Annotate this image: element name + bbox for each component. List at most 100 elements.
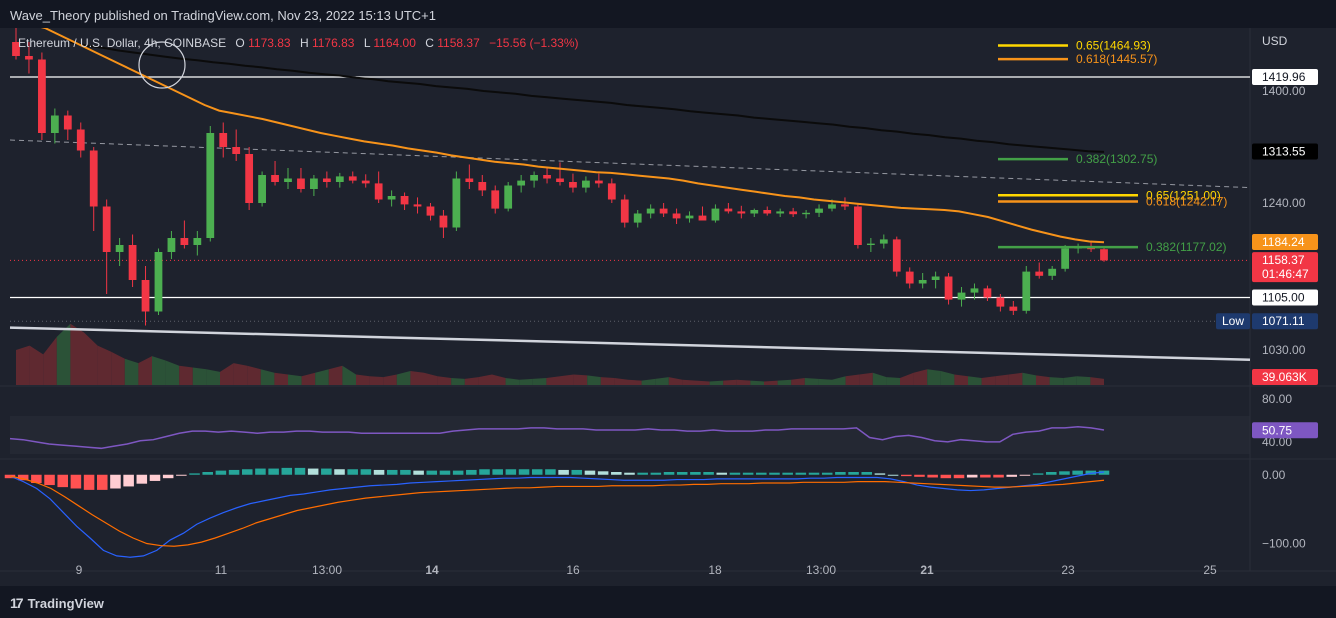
volume-area [954,374,968,385]
volume-area [655,377,669,385]
volume-area [1063,376,1077,385]
macd-histogram-bar [413,470,424,475]
candle [517,180,526,186]
volume-area [696,380,710,385]
legend-change: −15.56 (−1.33%) [489,36,578,50]
macd-histogram-bar [887,474,899,476]
macd-histogram-bar [756,472,767,475]
candle [931,276,940,280]
x-tick-label: 13:00 [312,563,342,577]
volume-area [913,369,928,385]
candle [413,204,422,207]
candle [180,238,189,245]
x-tick-label: 11 [215,563,228,577]
macd-histogram-bar [835,472,846,475]
support-trend-line [9,326,1251,362]
volume-area [1008,372,1023,385]
candle [38,59,46,133]
fib-label-4: 0.618(1242.17) [1146,194,1227,208]
x-tick-label: 13:00 [806,563,836,577]
candle [530,175,538,181]
macd-histogram-bar [202,472,213,475]
volume-area [804,378,819,385]
macd-histogram-bar [874,473,886,475]
macd-histogram-bar [584,470,596,475]
candle [465,178,474,182]
candle [594,180,603,184]
macd-tick-label: −100.00 [1262,537,1306,551]
volume-area [56,323,71,385]
price-tag-label-1: 1313.55 [1262,145,1306,159]
macd-histogram-bar [861,472,873,475]
volume-area [519,378,533,385]
macd-histogram-bar [742,472,754,475]
axes: 1400.00 1240.00 1030.00 80.00 40.00 0.00 −100.… [76,84,1306,577]
macd-histogram-bar [255,468,266,475]
volume-area [1049,377,1064,385]
macd-histogram-bar [690,472,701,475]
candle [271,175,279,182]
volume-area [845,374,860,385]
volume-area [859,372,873,385]
candle [905,271,914,284]
chart-canvas[interactable]: 0.65(1464.93)0.618(1445.57) 0.382(1302.75… [0,20,1336,586]
volume-area [342,365,356,385]
macd-histogram-bar [637,472,648,475]
candle [776,211,785,214]
bar-countdown: 01:46:47 [1262,267,1309,281]
legend-h-value: 1176.83 [312,36,355,50]
candle [50,115,59,133]
candle [685,215,694,219]
tradingview-logo[interactable]: 17 TradingView [10,595,104,611]
macd-pane[interactable] [0,461,1250,571]
macd-histogram-bar [993,474,1004,478]
candle [918,280,927,284]
candle [672,213,681,219]
macd-histogram-bar [360,469,372,475]
macd-histogram-bar [189,473,200,475]
macd-histogram-bar [531,469,543,475]
volume-area [383,374,397,385]
macd-histogram-bar [597,471,609,475]
macd-histogram-bar [162,474,174,479]
candle [543,175,551,179]
candle [970,288,979,293]
legend-o-value: 1173.83 [248,36,291,50]
price-tag-label-5: 1071.11 [1262,314,1305,328]
candle [322,178,331,182]
legend-c-value: 1158.37 [437,36,480,50]
volume-area [560,374,574,385]
x-tick-label: 21 [920,563,934,577]
x-tick-label: 14 [425,563,439,577]
volume-area [1022,372,1036,385]
candle [763,210,772,214]
tradingview-logo-text: TradingView [27,595,104,611]
volume-area [1090,377,1104,385]
volume-area [587,375,601,385]
candle [504,185,513,209]
macd-histogram-bar [1046,472,1057,475]
volume-area [777,379,792,385]
volume-area [940,371,955,385]
macd-histogram-bar [176,474,187,476]
price-tag-label-3: 1158.37 [1262,253,1305,267]
candle [89,150,98,207]
candle [1022,271,1031,311]
y-tick-label: 1240.00 [1262,196,1306,210]
candle [452,178,461,228]
volume-area [505,378,520,385]
macd-histogram-bar [927,474,938,478]
price-tag-label-0: 1419.96 [1262,70,1306,84]
chart-area[interactable]: 0.65(1464.93) 0.618(1445.57) 0.382(1302.75… [0,20,1336,586]
volume-area [165,360,180,385]
candle [25,56,33,60]
volume-area [1036,375,1050,385]
candle [1009,306,1018,311]
volume-area [791,378,805,385]
macd-histogram-bar [1098,470,1110,475]
volume-series [16,323,1104,385]
macd-histogram-bar [901,474,912,477]
candle [12,42,20,56]
volume-area [274,372,288,385]
chart-legend[interactable]: Ethereum / U.S. Dollar, 4h, COINBASE O 1… [18,36,579,50]
